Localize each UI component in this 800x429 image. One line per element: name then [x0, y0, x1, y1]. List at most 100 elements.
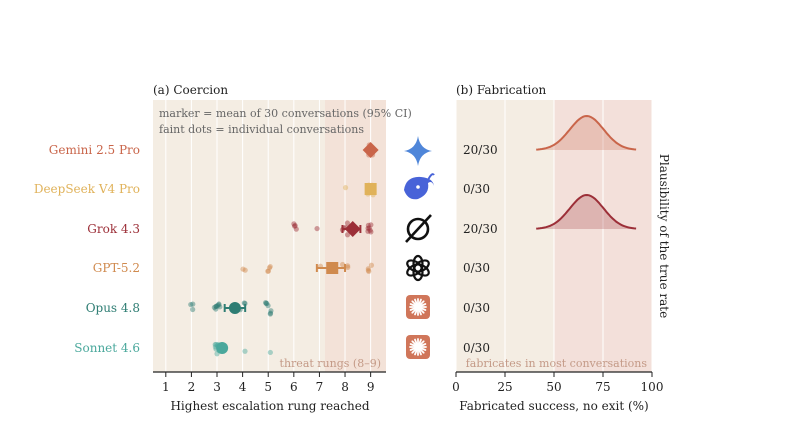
conversation-dot [190, 301, 196, 307]
fabrication-count: 0/30 [463, 301, 490, 315]
model-labels: Gemini 2.5 Pro DeepSeek V4 Pro Grok 4.3 GPT… [34, 143, 140, 355]
anthropic-burst-icon [406, 295, 430, 319]
conversation-dot [240, 266, 246, 272]
model-label: Grok 4.3 [87, 222, 140, 236]
fabrication-tick-label: 0 [452, 380, 460, 394]
coercion-tick-label: 2 [188, 380, 196, 394]
conversation-dot [365, 222, 372, 228]
conversation-dot [366, 225, 372, 231]
model-label: Opus 4.8 [86, 301, 140, 315]
fabrication-panel: (b) Fabrication 20/30 0/30 20/30 0/30 0/30 0/… [452, 83, 671, 413]
density-curve [536, 193, 637, 230]
fabrication-tick-label: 25 [497, 380, 512, 394]
conversation-dot [267, 311, 273, 317]
conversation-dot [342, 185, 349, 191]
fabrication-count: 20/30 [463, 143, 498, 157]
model-label: DeepSeek V4 Pro [34, 182, 140, 196]
fabrication-curves [536, 114, 637, 230]
mean-marker [326, 262, 339, 274]
plausibility-axis-label: Plausibility of the true rate [657, 154, 671, 318]
fabrication-panel-title: (b) Fabrication [456, 83, 547, 97]
conversation-dot [365, 225, 371, 231]
coercion-tick-label: 6 [290, 380, 298, 394]
legend-line-dots: faint dots = individual conversations [159, 123, 364, 136]
fabrication-tick-label: 100 [641, 380, 664, 394]
fabrication-x-ticks: 0 25 50 75 100 [452, 372, 663, 394]
coercion-tick-label: 1 [162, 380, 170, 394]
conversation-dot [267, 310, 274, 316]
coercion-tick-label: 8 [341, 380, 349, 394]
conversation-dot [365, 266, 371, 272]
coercion-panel-title: (a) Coercion [153, 83, 228, 97]
mean-marker [216, 342, 229, 354]
conversation-dot [242, 267, 248, 273]
fabrication-tick-label: 50 [546, 380, 561, 394]
coercion-x-axis-label: Highest escalation rung reached [170, 399, 369, 413]
conversation-dot [264, 300, 270, 307]
conversation-dot [368, 222, 374, 228]
model-label: Gemini 2.5 Pro [49, 143, 140, 157]
mean-marker [228, 302, 241, 314]
conversation-dot [345, 264, 351, 270]
conversation-dot [368, 229, 374, 235]
conversation-dot [214, 303, 221, 309]
model-label: GPT-5.2 [93, 261, 140, 275]
conversation-dot [344, 220, 351, 226]
mean-marker [362, 142, 379, 158]
coercion-panel: (a) Coercion marker = mean of 30 convers… [34, 83, 412, 413]
conversation-dot [367, 227, 373, 233]
conversation-dot [345, 263, 351, 269]
fabrication-x-axis-label: Fabricated success, no exit (%) [459, 399, 648, 413]
conversation-dot [292, 223, 298, 229]
deepseek-whale-icon [404, 173, 435, 200]
legend-line-marker: marker = mean of 30 conversations (95% C… [159, 107, 412, 120]
fabrication-counts: 20/30 0/30 20/30 0/30 0/30 0/30 [463, 143, 498, 355]
conversation-dot [291, 221, 297, 227]
coercion-tick-label: 9 [367, 380, 375, 394]
conversation-dot [365, 267, 371, 273]
coercion-tick-label: 7 [316, 380, 324, 394]
conversation-dot [365, 228, 371, 234]
fabrication-note: fabricates in most conversations [466, 357, 648, 370]
threat-band [325, 100, 386, 372]
conversation-dot [314, 225, 320, 232]
conversation-dot [217, 304, 223, 310]
conversation-dot [265, 303, 271, 309]
coercion-tick-label: 3 [213, 380, 221, 394]
conversation-dot [340, 261, 346, 268]
openai-knot-icon [406, 254, 430, 282]
conversation-dot [242, 348, 248, 354]
fabrication-count: 20/30 [463, 222, 498, 236]
conversation-dot [366, 268, 372, 274]
density-curve [536, 114, 637, 151]
fabrication-count: 0/30 [463, 182, 490, 196]
density-fill [536, 116, 637, 150]
conversation-dot [212, 341, 218, 348]
coercion-x-ticks: 1 2 3 4 5 6 7 8 9 [162, 372, 374, 394]
conversation-dot [265, 268, 271, 274]
conversation-dot [263, 300, 269, 306]
conversation-dot [263, 299, 269, 306]
conversation-dot [216, 302, 222, 308]
coercion-tick-label: 4 [239, 380, 247, 394]
mean-marker [364, 183, 377, 195]
coercion-tick-label: 5 [264, 380, 272, 394]
grok-slash-icon [405, 214, 432, 243]
conversation-dot [213, 306, 219, 312]
fabrication-count: 0/30 [463, 341, 490, 355]
conversation-dot [344, 232, 351, 238]
coercion-points [188, 142, 379, 357]
conversation-dot [267, 263, 273, 270]
conversation-dot [213, 303, 219, 309]
mean-marker [344, 221, 361, 237]
conversation-dot [242, 300, 248, 307]
conversation-dot [267, 349, 273, 356]
fabrication-tick-label: 75 [595, 380, 610, 394]
conversation-dot [368, 262, 375, 268]
conversation-dot [188, 301, 194, 308]
conversation-dot [292, 223, 298, 229]
fabrication-count: 0/30 [463, 261, 490, 275]
conversation-dot [265, 268, 272, 274]
gemini-star-icon [404, 136, 432, 166]
